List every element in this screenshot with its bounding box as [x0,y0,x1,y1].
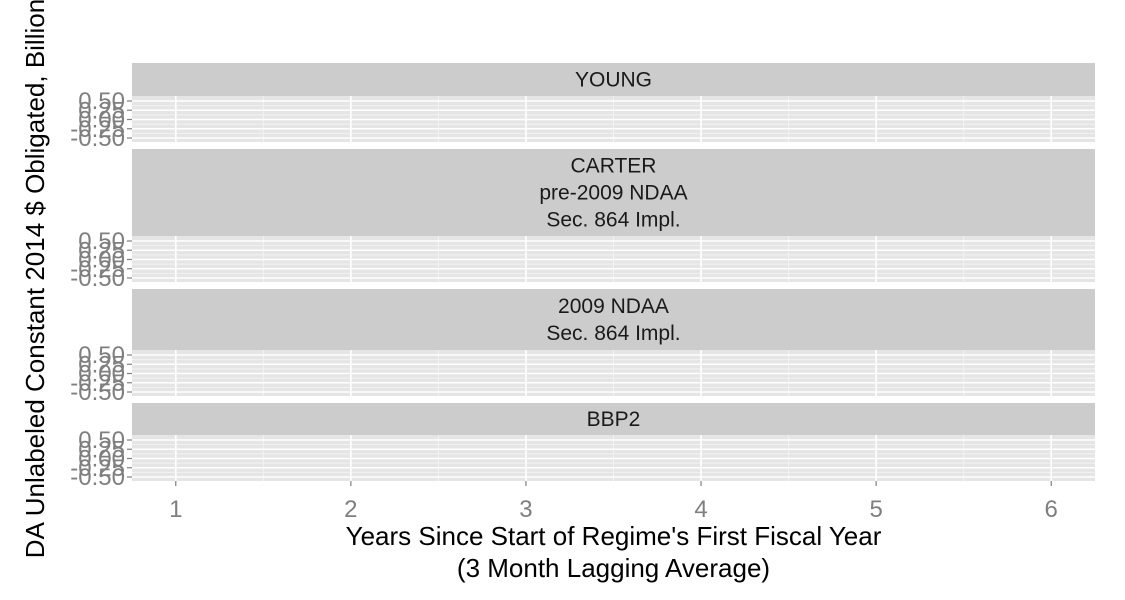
facet-strip-label: Sec. 864 Impl. [546,322,680,345]
x-tick-label: 2 [344,496,357,523]
y-axis-title: DA Unlabeled Constant 2014 $ Obligated, … [20,0,50,558]
y-tick-label: 0.00 [78,361,125,388]
y-tick-label: -0.50 [70,464,125,491]
facet-strip-label: Sec. 864 Impl. [546,209,680,232]
y-tick-label: 0.50 [78,427,125,454]
y-tick-label: -0.25 [70,370,125,397]
facet-panel: YOUNG -0.50-0.250.000.250.50 [70,63,1095,152]
y-tick-label: 0.25 [78,436,125,463]
y-tick-label: 0.50 [78,228,125,255]
x-tick-label: 3 [519,496,532,523]
x-tick-label: 5 [869,496,882,523]
facet-panel: BBP2 -0.50-0.250.000.250.50 [70,403,1095,491]
facet-strip-label: CARTER [571,155,657,178]
facet-strip [132,289,1095,350]
facet-strip [132,63,1095,96]
facet-strip-label: YOUNG [575,69,652,92]
facet-strip-label: pre-2009 NDAA [539,182,687,205]
x-tick-label: 1 [169,496,182,523]
facet-panel: 2009 NDAA Sec. 864 Impl. -0.50-0.250.000.2… [70,289,1095,406]
x-axis-title: Years Since Start of Regime's First Fisc… [346,521,882,551]
x-tick-label: 6 [1045,496,1058,523]
y-tick-label: -0.25 [70,256,125,283]
y-tick-label: 0.25 [78,97,125,124]
facet-panel: CARTER pre-2009 NDAA Sec. 864 Impl. -0.50-0… [70,149,1095,292]
facet-strip-label: BBP2 [587,408,641,431]
y-tick-label: 0.25 [78,237,125,264]
x-tick-label: 4 [694,496,707,523]
y-tick-label: 0.00 [78,247,125,274]
y-tick-label: 0.50 [78,88,125,115]
y-tick-label: -0.50 [70,265,125,292]
facet-strip [132,403,1095,435]
x-axis-subtitle: (3 Month Lagging Average) [457,553,770,583]
y-tick-label: -0.50 [70,379,125,406]
y-tick-label: -0.25 [70,116,125,143]
y-tick-label: 0.00 [78,446,125,473]
facet-strip-label: 2009 NDAA [558,295,669,318]
y-tick-label: -0.25 [70,455,125,482]
y-tick-label: 0.50 [78,342,125,369]
y-tick-label: 0.25 [78,351,125,378]
y-tick-label: -0.50 [70,125,125,152]
y-tick-label: 0.00 [78,107,125,134]
facet-strip [132,149,1095,236]
